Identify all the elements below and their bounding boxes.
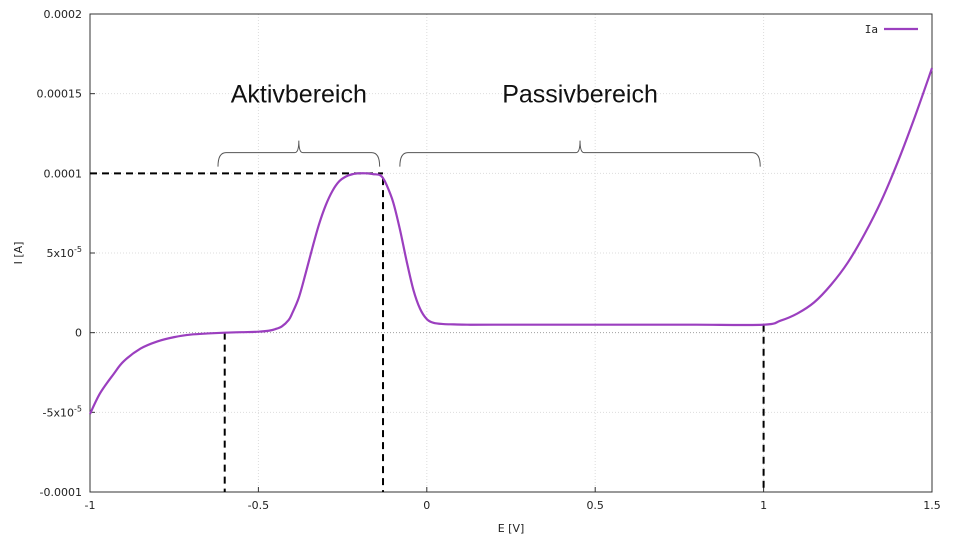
- y-tick-label: 0.0001: [44, 167, 83, 180]
- region-label: Aktivbereich: [231, 81, 367, 109]
- y-axis-label: I [A]: [12, 242, 25, 265]
- reference-lines: [90, 172, 765, 492]
- y-tick-label: 0.0002: [44, 8, 83, 21]
- x-tick-label: 1: [760, 499, 767, 512]
- legend-label: Ia: [865, 23, 878, 36]
- x-axis-label: E [V]: [498, 522, 525, 535]
- y-tick-label: 0: [75, 327, 82, 340]
- series-line-ia: [89, 67, 934, 415]
- region-label: Passivbereich: [502, 81, 658, 109]
- y-tick-label: -5x10-5: [43, 404, 82, 419]
- legend: Ia: [865, 23, 918, 36]
- y-axis: -0.0001 -5x10-5 0 5x10-5 0.0001 0.00015 0.0002: [37, 8, 95, 499]
- x-tick-label: -1: [85, 499, 96, 512]
- y-tick-label: -0.0001: [40, 486, 82, 499]
- y-tick-label: 5x10-5: [47, 245, 83, 260]
- region-brace: [399, 140, 761, 167]
- x-tick-label: 0.5: [586, 499, 604, 512]
- x-tick-label: 0: [423, 499, 430, 512]
- region-brace: [217, 140, 381, 167]
- series-group: [89, 67, 934, 415]
- x-tick-label: 1.5: [923, 499, 941, 512]
- x-tick-label: -0.5: [248, 499, 269, 512]
- x-axis: -1 -0.5 0 0.5 1 1.5: [85, 487, 941, 512]
- y-tick-label: 0.00015: [37, 88, 83, 101]
- annotations: Aktivbereich Passivbereich: [217, 81, 761, 167]
